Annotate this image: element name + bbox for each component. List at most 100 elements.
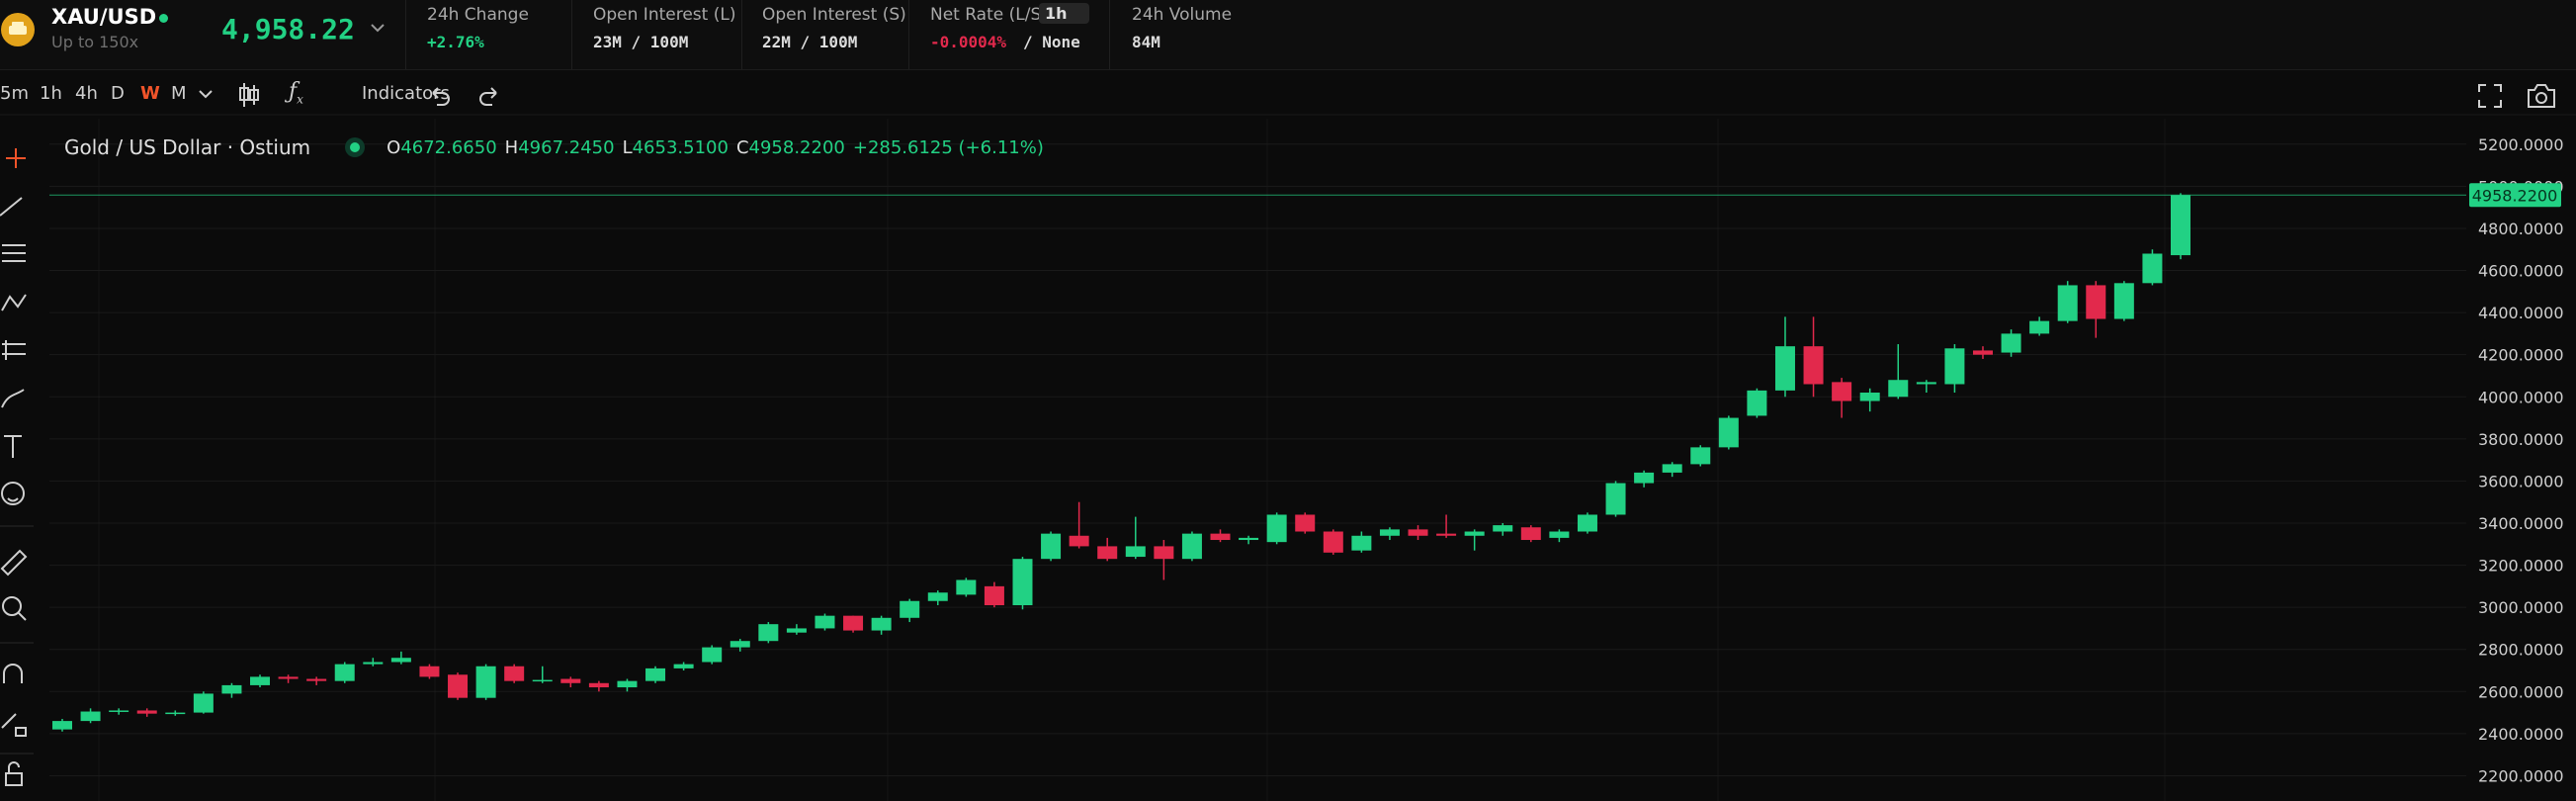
candle-body: [1774, 346, 1795, 391]
fx-icon[interactable]: ƒx: [289, 79, 303, 107]
candle-body: [1634, 472, 1655, 484]
candle-body: [1041, 533, 1062, 560]
asset-icon: [1, 13, 35, 46]
candle-body: [221, 684, 242, 694]
leverage: Up to 150x: [51, 33, 139, 51]
drawing-tool-icon[interactable]: [6, 148, 26, 168]
candle-body: [1690, 447, 1711, 465]
candle-body: [1436, 533, 1457, 536]
drawing-tool-icon[interactable]: [3, 664, 23, 683]
candle-body: [1069, 535, 1089, 547]
timeframe-button[interactable]: 5m: [0, 83, 29, 104]
fullscreen-icon[interactable]: [2478, 84, 2502, 108]
candle-body: [1323, 531, 1343, 553]
y-tick-label: 4400.0000: [2478, 304, 2564, 322]
candle-body: [900, 600, 920, 618]
symbol[interactable]: XAU/USD: [51, 5, 157, 29]
indicators-button[interactable]: Indicators: [362, 83, 450, 104]
candle-body: [1577, 514, 1597, 532]
change: +285.6125 (+6.11%): [852, 136, 1044, 158]
stat-label: 24h Change: [427, 5, 529, 25]
ohlc-key: C: [735, 136, 749, 158]
drawing-tool-icon[interactable]: [1, 389, 25, 408]
y-tick-label: 3200.0000: [2478, 557, 2564, 576]
candle-body: [588, 682, 609, 688]
drawing-tool-icon[interactable]: [4, 435, 22, 458]
ohlc-value: 4958.2200: [748, 136, 845, 158]
candle-body: [193, 693, 214, 713]
y-tick-label: 2600.0000: [2478, 682, 2564, 701]
candle-body: [136, 710, 157, 714]
y-tick-label: 4800.0000: [2478, 220, 2564, 238]
candle-body: [504, 666, 525, 681]
candle-body: [843, 615, 864, 631]
interval-selector[interactable]: 1h: [1039, 3, 1089, 24]
drawing-tool-icon[interactable]: [1, 294, 27, 312]
candle-body: [2086, 285, 2106, 319]
stat-label: Open Interest (S): [762, 5, 906, 25]
last-price-tag: [2469, 183, 2561, 208]
timeframe-button[interactable]: M: [171, 83, 187, 104]
candle-body: [363, 662, 384, 665]
ohlc-value: 4967.2450: [518, 136, 615, 158]
drawing-tool-icon[interactable]: [0, 549, 28, 577]
y-tick-label: 3000.0000: [2478, 598, 2564, 617]
timeframe-button[interactable]: 1h: [40, 83, 62, 104]
candle-body: [2057, 285, 2078, 321]
timeframe-button[interactable]: D: [111, 83, 125, 104]
candle-body: [1718, 417, 1739, 448]
stat-label: Open Interest (L): [593, 5, 736, 25]
candle-body: [1351, 535, 1372, 551]
drawing-tool-icon[interactable]: [0, 197, 23, 217]
candle-body: [1972, 350, 1993, 355]
stat-value: +2.76%: [427, 33, 484, 51]
ohlc-key: O: [386, 136, 401, 158]
candle-body: [1181, 533, 1202, 560]
chevron[interactable]: [370, 22, 386, 34]
stat-value: 23M / 100M: [593, 33, 689, 51]
candle-body: [1605, 483, 1626, 515]
candle-body: [109, 710, 129, 712]
candle-body: [1408, 529, 1428, 536]
candle-body: [758, 624, 779, 642]
candle-body: [673, 664, 694, 668]
undo-icon[interactable]: [432, 87, 450, 106]
chevron-icon[interactable]: [199, 90, 213, 99]
stat-label: Net Rate (L/S): [930, 5, 1048, 25]
drawing-tool-icon[interactable]: [2, 596, 27, 621]
drawing-tool-icon[interactable]: [1, 482, 25, 506]
candle-body: [645, 668, 666, 681]
candle-type-icon[interactable]: [239, 83, 259, 107]
timeframe-button[interactable]: 4h: [75, 83, 98, 104]
candle-body: [306, 678, 327, 681]
y-tick-label: 3800.0000: [2478, 430, 2564, 449]
y-tick-label: 4000.0000: [2478, 388, 2564, 406]
candle-body: [419, 666, 440, 677]
candle-body: [1888, 380, 1909, 398]
candle-body: [956, 579, 977, 595]
stat-value: 22M / 100M: [762, 33, 858, 51]
candle-body: [2029, 320, 2050, 334]
candle-body: [2113, 283, 2134, 319]
drawing-tool-icon[interactable]: [2, 340, 26, 360]
candle-body: [871, 617, 892, 631]
separator: [571, 0, 572, 69]
candle-body: [1266, 514, 1287, 543]
candle-body: [1239, 537, 1259, 541]
candle-body: [815, 615, 835, 629]
candle-body: [1520, 527, 1541, 541]
drawing-tool-icon[interactable]: [2, 244, 26, 262]
candle-body: [1916, 382, 1936, 385]
drawing-tool-icon[interactable]: [5, 761, 23, 786]
candle-body: [1295, 514, 1316, 532]
redo-icon[interactable]: [479, 87, 497, 106]
candle-body: [1549, 531, 1570, 538]
screenshot-icon[interactable]: [2528, 84, 2555, 108]
candle-body: [1747, 390, 1767, 416]
stat-value: -0.0004%: [930, 33, 1007, 51]
y-tick-label: 5200.0000: [2478, 135, 2564, 154]
candle-body: [532, 679, 553, 682]
timeframe-button[interactable]: W: [140, 83, 160, 104]
drawing-tool-icon[interactable]: [1, 713, 27, 737]
